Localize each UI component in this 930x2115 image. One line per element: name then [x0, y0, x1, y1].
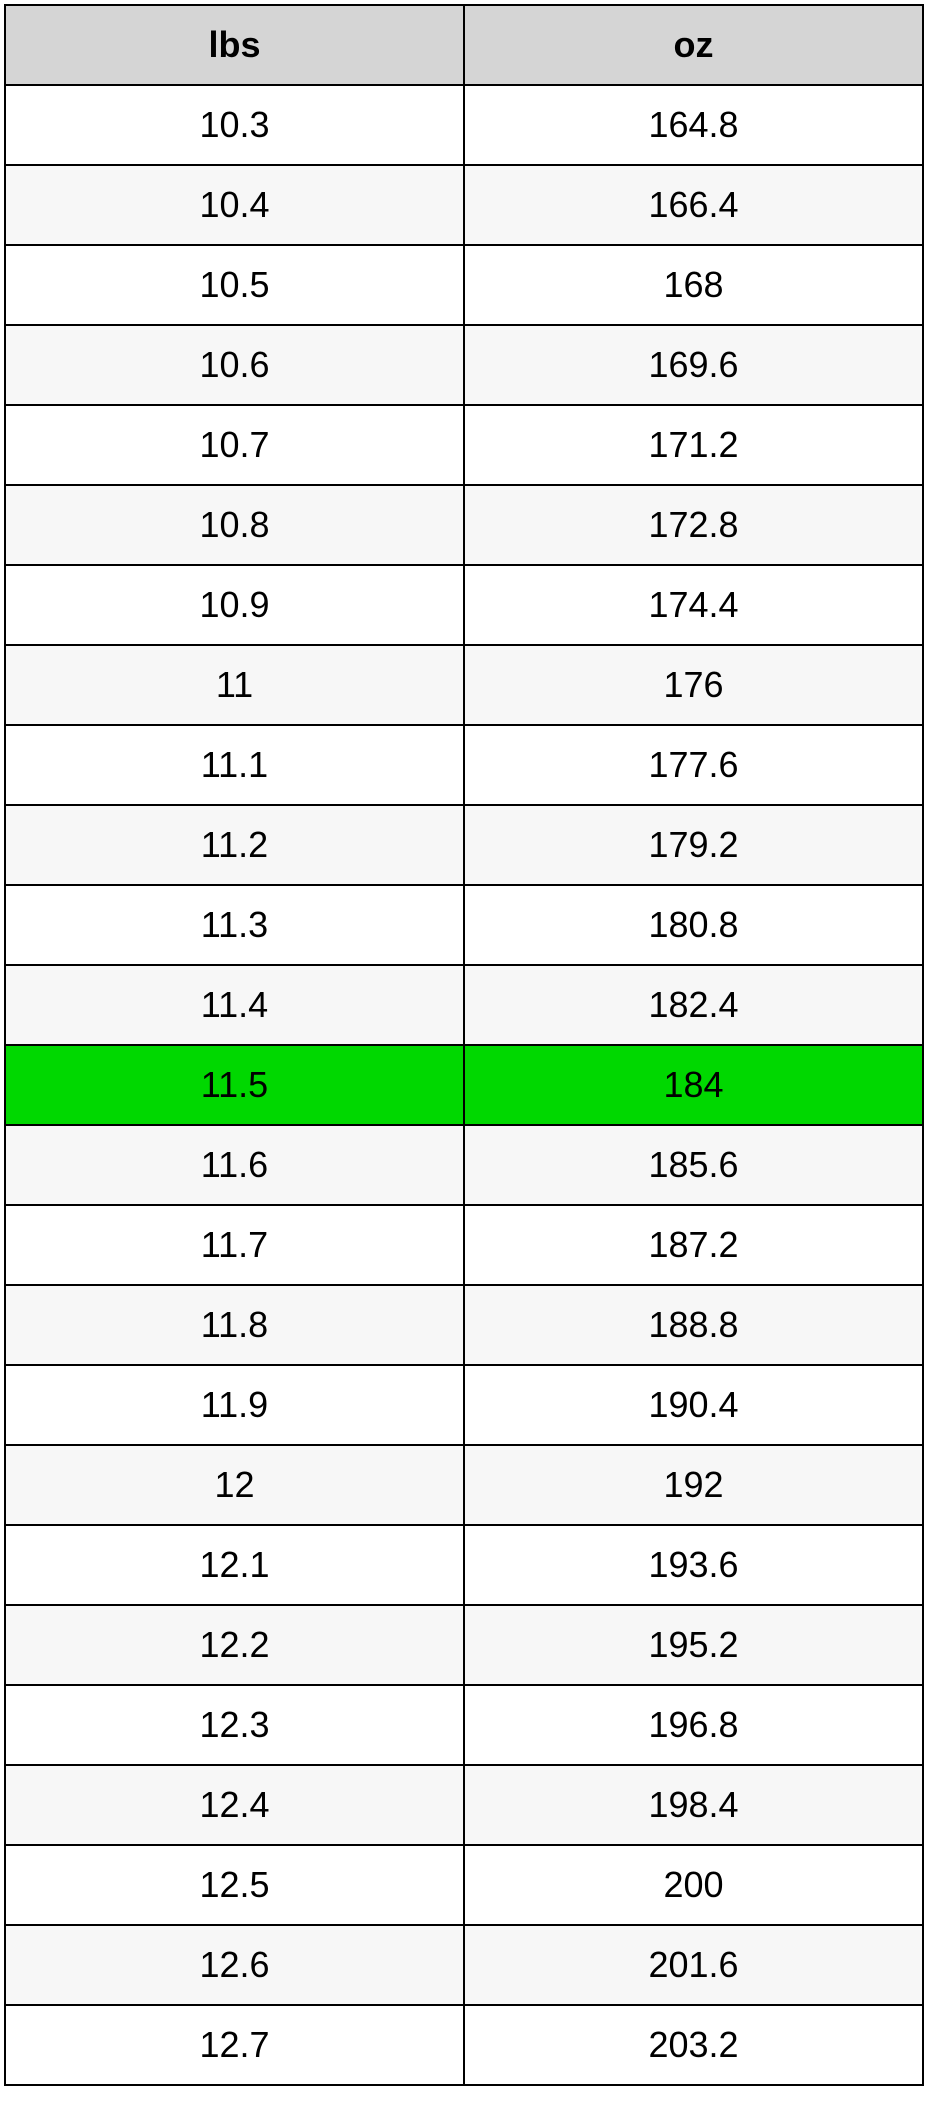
cell-oz: 169.6: [464, 325, 923, 405]
cell-lbs: 11: [5, 645, 464, 725]
table-row: 10.4166.4: [5, 165, 923, 245]
table-row: 11.6185.6: [5, 1125, 923, 1205]
table-row: 10.9174.4: [5, 565, 923, 645]
table-row: 12.6201.6: [5, 1925, 923, 2005]
cell-oz: 193.6: [464, 1525, 923, 1605]
table-row: 12.7203.2: [5, 2005, 923, 2085]
cell-lbs: 11.2: [5, 805, 464, 885]
cell-lbs: 10.3: [5, 85, 464, 165]
cell-lbs: 11.1: [5, 725, 464, 805]
cell-oz: 201.6: [464, 1925, 923, 2005]
table-body: 10.3164.810.4166.410.516810.6169.610.717…: [5, 85, 923, 2085]
cell-oz: 166.4: [464, 165, 923, 245]
cell-lbs: 11.5: [5, 1045, 464, 1125]
cell-oz: 198.4: [464, 1765, 923, 1845]
table-row: 12.5200: [5, 1845, 923, 1925]
cell-oz: 177.6: [464, 725, 923, 805]
cell-oz: 192: [464, 1445, 923, 1525]
table-row: 11.8188.8: [5, 1285, 923, 1365]
table-row: 10.6169.6: [5, 325, 923, 405]
cell-oz: 172.8: [464, 485, 923, 565]
cell-lbs: 12.6: [5, 1925, 464, 2005]
cell-oz: 200: [464, 1845, 923, 1925]
cell-lbs: 11.6: [5, 1125, 464, 1205]
table-row: 11.1177.6: [5, 725, 923, 805]
cell-oz: 196.8: [464, 1685, 923, 1765]
cell-oz: 180.8: [464, 885, 923, 965]
table-row: 12.1193.6: [5, 1525, 923, 1605]
cell-lbs: 12.5: [5, 1845, 464, 1925]
table-row: 12192: [5, 1445, 923, 1525]
cell-oz: 184: [464, 1045, 923, 1125]
table-row: 10.3164.8: [5, 85, 923, 165]
table-row: 11.5184: [5, 1045, 923, 1125]
conversion-table: lbs oz 10.3164.810.4166.410.516810.6169.…: [4, 4, 924, 2086]
cell-lbs: 10.5: [5, 245, 464, 325]
table-row: 12.3196.8: [5, 1685, 923, 1765]
cell-lbs: 11.8: [5, 1285, 464, 1365]
table-row: 10.7171.2: [5, 405, 923, 485]
column-header-lbs: lbs: [5, 5, 464, 85]
table-header-row: lbs oz: [5, 5, 923, 85]
cell-lbs: 12.2: [5, 1605, 464, 1685]
cell-lbs: 11.9: [5, 1365, 464, 1445]
cell-oz: 185.6: [464, 1125, 923, 1205]
table-row: 12.2195.2: [5, 1605, 923, 1685]
table-row: 11.3180.8: [5, 885, 923, 965]
cell-oz: 171.2: [464, 405, 923, 485]
table-row: 11176: [5, 645, 923, 725]
cell-oz: 190.4: [464, 1365, 923, 1445]
cell-oz: 182.4: [464, 965, 923, 1045]
cell-lbs: 10.7: [5, 405, 464, 485]
cell-lbs: 10.9: [5, 565, 464, 645]
cell-lbs: 11.4: [5, 965, 464, 1045]
cell-lbs: 10.4: [5, 165, 464, 245]
table-row: 10.8172.8: [5, 485, 923, 565]
cell-oz: 187.2: [464, 1205, 923, 1285]
cell-lbs: 12.1: [5, 1525, 464, 1605]
cell-oz: 164.8: [464, 85, 923, 165]
cell-oz: 203.2: [464, 2005, 923, 2085]
cell-lbs: 12: [5, 1445, 464, 1525]
table-row: 11.7187.2: [5, 1205, 923, 1285]
cell-lbs: 10.6: [5, 325, 464, 405]
table-row: 11.2179.2: [5, 805, 923, 885]
cell-lbs: 12.3: [5, 1685, 464, 1765]
cell-lbs: 11.7: [5, 1205, 464, 1285]
cell-lbs: 11.3: [5, 885, 464, 965]
table-row: 10.5168: [5, 245, 923, 325]
cell-oz: 176: [464, 645, 923, 725]
cell-lbs: 12.7: [5, 2005, 464, 2085]
cell-oz: 195.2: [464, 1605, 923, 1685]
table-row: 11.9190.4: [5, 1365, 923, 1445]
cell-lbs: 10.8: [5, 485, 464, 565]
cell-lbs: 12.4: [5, 1765, 464, 1845]
cell-oz: 174.4: [464, 565, 923, 645]
table-row: 11.4182.4: [5, 965, 923, 1045]
cell-oz: 168: [464, 245, 923, 325]
table-row: 12.4198.4: [5, 1765, 923, 1845]
cell-oz: 188.8: [464, 1285, 923, 1365]
cell-oz: 179.2: [464, 805, 923, 885]
column-header-oz: oz: [464, 5, 923, 85]
